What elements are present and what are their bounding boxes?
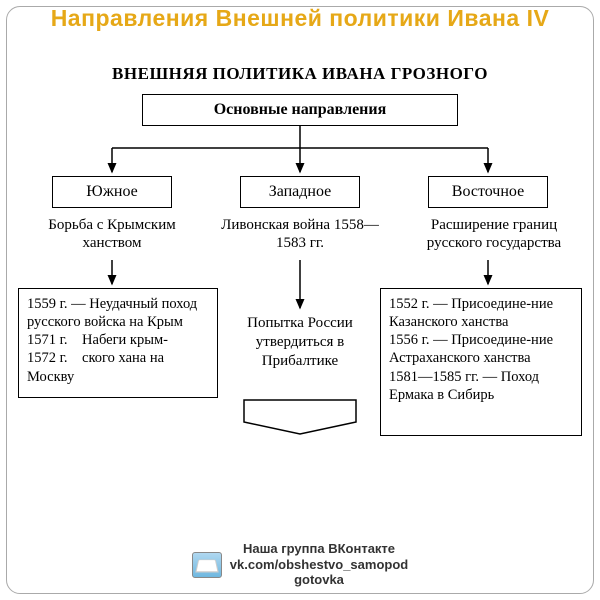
direction-south-box: Южное: [52, 176, 172, 208]
desc-west: Ливонская война 1558—1583 гг.: [212, 216, 388, 252]
diagram-container: ВНЕШНЯЯ ПОЛИТИКА ИВАНА ГРОЗНОГО Основные…: [10, 64, 590, 524]
book-icon: [192, 552, 222, 578]
diagram-title: ВНЕШНЯЯ ПОЛИТИКА ИВАНА ГРОЗНОГО: [10, 64, 590, 84]
footer-text: Наша группа ВКонтакте vk.com/obshestvo_s…: [230, 541, 408, 588]
center-text: Попытка России утвердиться в Прибалтике: [232, 314, 368, 370]
footer: Наша группа ВКонтакте vk.com/obshestvo_s…: [0, 541, 600, 588]
events-south-box: 1559 г. — Неудачный поход русского войск…: [18, 288, 218, 398]
events-east-box: 1552 г. — Присоедине-ние Казанского ханс…: [380, 288, 582, 436]
main-directions-box: Основные направления: [142, 94, 458, 126]
direction-east-box: Восточное: [428, 176, 548, 208]
events-south-text: 1559 г. — Неудачный поход русского войск…: [27, 296, 197, 385]
page-title: Направления Внешней политики Ивана IV: [0, 6, 600, 31]
desc-east: Расширение границ русского государства: [404, 216, 584, 252]
events-east-text: 1552 г. — Присоедине-ние Казанского ханс…: [389, 296, 553, 403]
direction-west-box: Западное: [240, 176, 360, 208]
footer-line2: vk.com/obshestvo_samopod: [230, 557, 408, 573]
footer-line3: gotovka: [230, 572, 408, 588]
desc-south: Борьба с Крымским ханством: [24, 216, 200, 252]
footer-line1: Наша группа ВКонтакте: [230, 541, 408, 557]
